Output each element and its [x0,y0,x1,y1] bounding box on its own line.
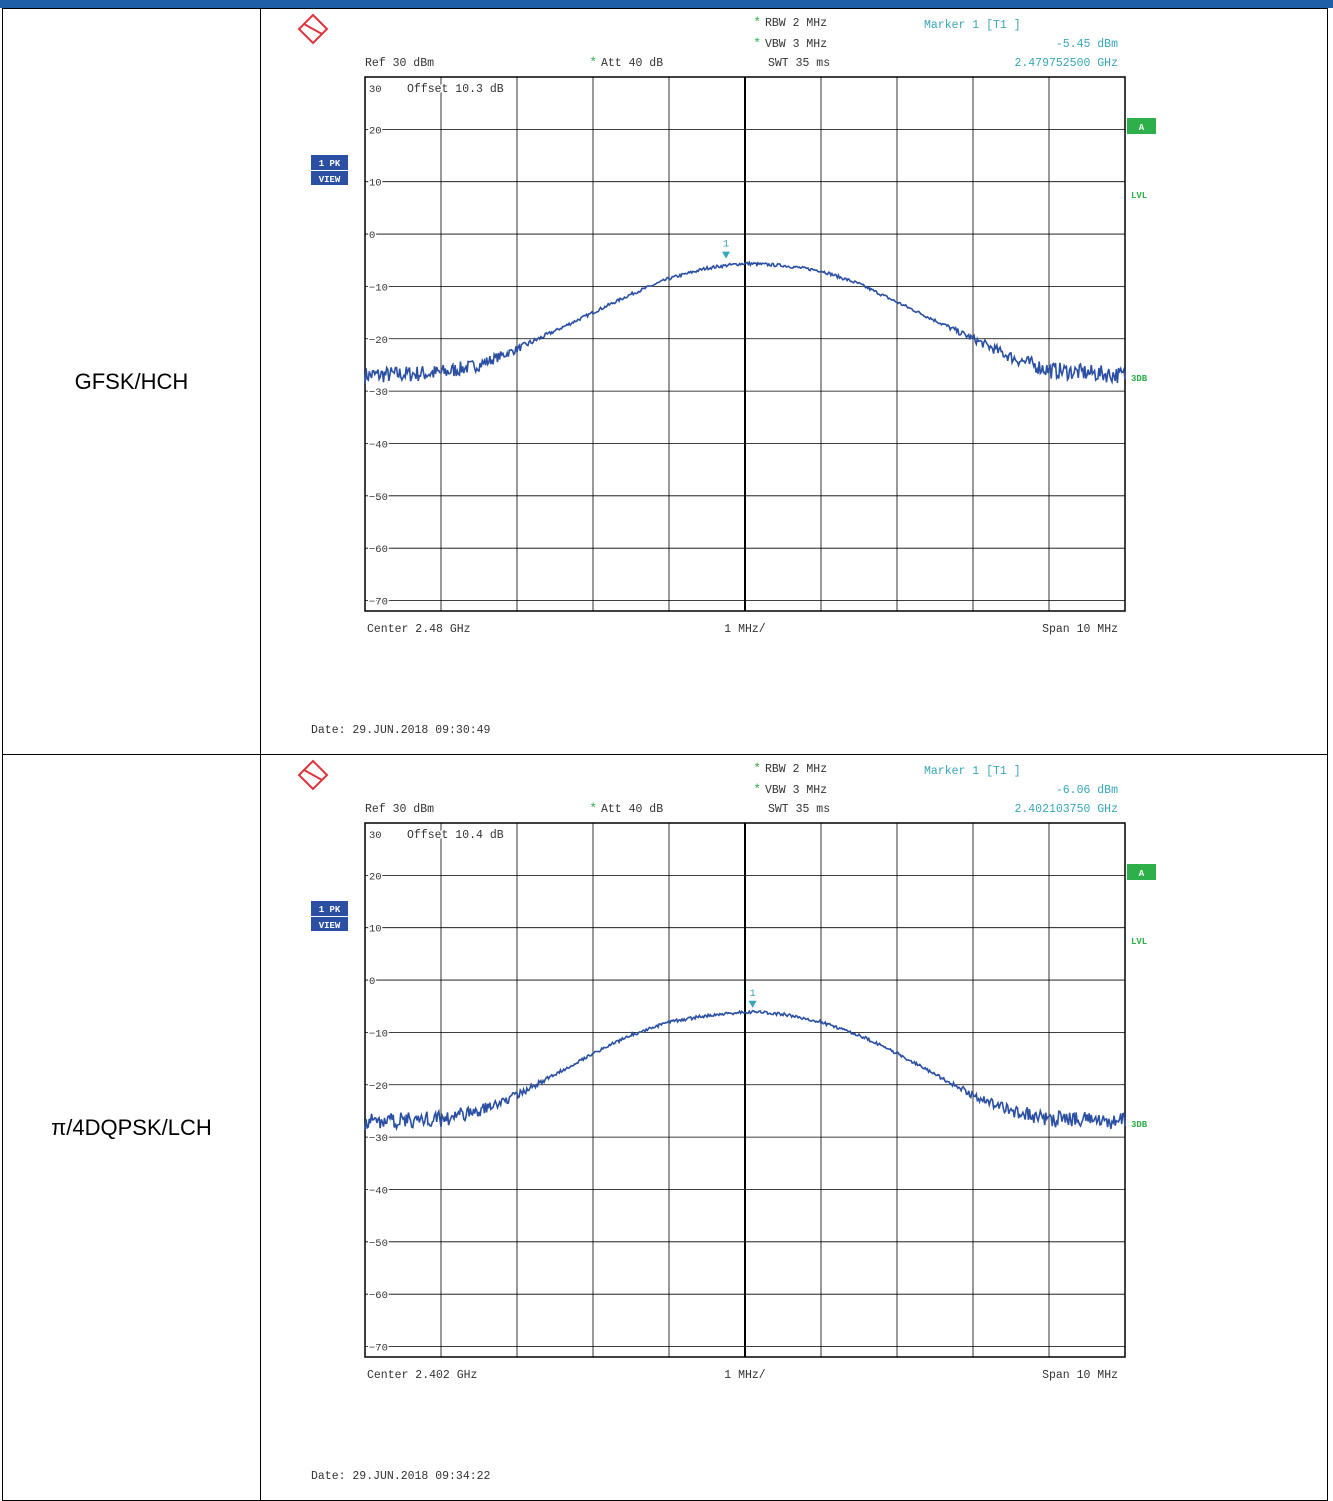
view-label: VIEW [319,921,341,931]
marker-number: 1 [749,988,755,1000]
y-tick-label: 20 [369,125,382,137]
a-badge [1126,118,1156,134]
y-tick-label: 20 [369,871,382,883]
y-tick-label: 30 [369,830,382,842]
center-frequency: Center 2.48 GHz [367,623,471,636]
offset-label: Offset 10.3 dB [407,83,504,96]
table-row: π/4DQPSK/LCH * RBW 2 MHz * VBW 3 MHz Ref 30 … [2,754,1329,1501]
rbw-star: * [753,15,761,30]
view-badge [310,171,348,185]
marker-label: Marker 1 [T1 ] [924,19,1021,32]
center-frequency: Center 2.402 GHz [367,1369,477,1382]
results-table: GFSK/HCH * RBW 2 MHz * VBW 3 MHz Ref 30 dBm *… [2,8,1329,1501]
y-tick-label: −50 [369,1238,388,1250]
y-tick-label: −30 [369,1133,388,1145]
ref-level: Ref 30 dBm [365,803,434,816]
spectrum-screenshot: * RBW 2 MHz * VBW 3 MHz Ref 30 dBm * Att 40 dB… [297,13,1156,737]
frequency-division: 1 MHz/ [724,623,766,636]
sweep-time: SWT 35 ms [768,57,830,70]
frequency-span: Span 10 MHz [1042,623,1118,636]
rohde-schwarz-logo [297,759,329,791]
y-tick-label: 30 [369,84,382,96]
attenuation: Att 40 dB [601,57,663,70]
trace-mode-label: 1 PK [319,159,341,169]
y-tick-label: −10 [369,1028,388,1040]
lvl-label: LVL [1131,191,1147,201]
sweep-time: SWT 35 ms [768,803,830,816]
y-tick-label: −20 [369,335,388,347]
a-badge-label: A [1139,123,1145,133]
y-tick-label: −60 [369,544,388,556]
a-badge [1126,864,1156,880]
top-color-bar [0,0,1333,8]
plot-cell: * RBW 2 MHz * VBW 3 MHz Ref 30 dBm * Att 40 dB… [259,754,1329,1501]
capture-date: Date: 29.JUN.2018 09:34:22 [311,1470,491,1483]
y-tick-label: −10 [369,282,388,294]
y-tick-label: −70 [369,1343,388,1355]
marker-triangle-icon [748,1000,757,1008]
lvl-label: LVL [1131,937,1147,947]
threshold-3db-label: 3DB [1131,1120,1148,1130]
y-tick-label: −30 [369,387,388,399]
y-tick-label: −60 [369,1290,388,1302]
vbw-value: VBW 3 MHz [765,784,827,797]
y-tick-label: −50 [369,492,388,504]
y-tick-label: −70 [369,597,388,609]
marker-level: -5.45 dBm [1056,38,1118,51]
y-tick-label: 0 [369,976,375,988]
vbw-star: * [753,782,761,797]
capture-date: Date: 29.JUN.2018 09:30:49 [311,724,491,737]
mode-label: π/4DQPSK/LCH [2,754,261,1501]
vbw-star: * [753,36,761,51]
spectrum-screenshot: * RBW 2 MHz * VBW 3 MHz Ref 30 dBm * Att 40 dB… [297,759,1156,1483]
y-tick-label: −40 [369,1185,388,1197]
vbw-value: VBW 3 MHz [765,38,827,51]
view-label: VIEW [319,175,341,185]
attenuation: Att 40 dB [601,803,663,816]
trace-mode-label: 1 PK [319,905,341,915]
y-tick-label: −40 [369,439,388,451]
spectrum-trace [364,1009,1126,1132]
view-badge [310,917,348,931]
att-star: * [589,801,597,816]
spectrum-trace [364,260,1126,385]
logo-slash-icon [303,769,323,781]
rbw-value: RBW 2 MHz [765,17,827,30]
y-tick-label: 10 [369,178,382,190]
marker-triangle-icon [721,251,730,259]
marker-frequency: 2.402103750 GHz [1014,803,1118,816]
marker-frequency: 2.479752500 GHz [1014,57,1118,70]
trace-mode-badge [310,155,348,170]
offset-label: Offset 10.4 dB [407,829,504,842]
ref-level: Ref 30 dBm [365,57,434,70]
a-badge-label: A [1139,869,1145,879]
y-tick-label: 10 [369,924,382,936]
att-star: * [589,55,597,70]
frequency-span: Span 10 MHz [1042,1369,1118,1382]
threshold-3db-label: 3DB [1131,374,1148,384]
y-tick-label: −20 [369,1081,388,1093]
marker-level: -6.06 dBm [1056,784,1118,797]
rbw-star: * [753,761,761,776]
frequency-division: 1 MHz/ [724,1369,766,1382]
logo-slash-icon [303,23,323,35]
marker-number: 1 [723,239,729,251]
rohde-schwarz-logo [297,13,329,45]
rbw-value: RBW 2 MHz [765,763,827,776]
plot-cell: * RBW 2 MHz * VBW 3 MHz Ref 30 dBm * Att 40 dB… [259,8,1329,755]
table-row: GFSK/HCH * RBW 2 MHz * VBW 3 MHz Ref 30 dBm *… [2,8,1329,755]
trace-mode-badge [310,901,348,916]
y-tick-label: 0 [369,230,375,242]
mode-label: GFSK/HCH [2,8,261,755]
marker-label: Marker 1 [T1 ] [924,765,1021,778]
